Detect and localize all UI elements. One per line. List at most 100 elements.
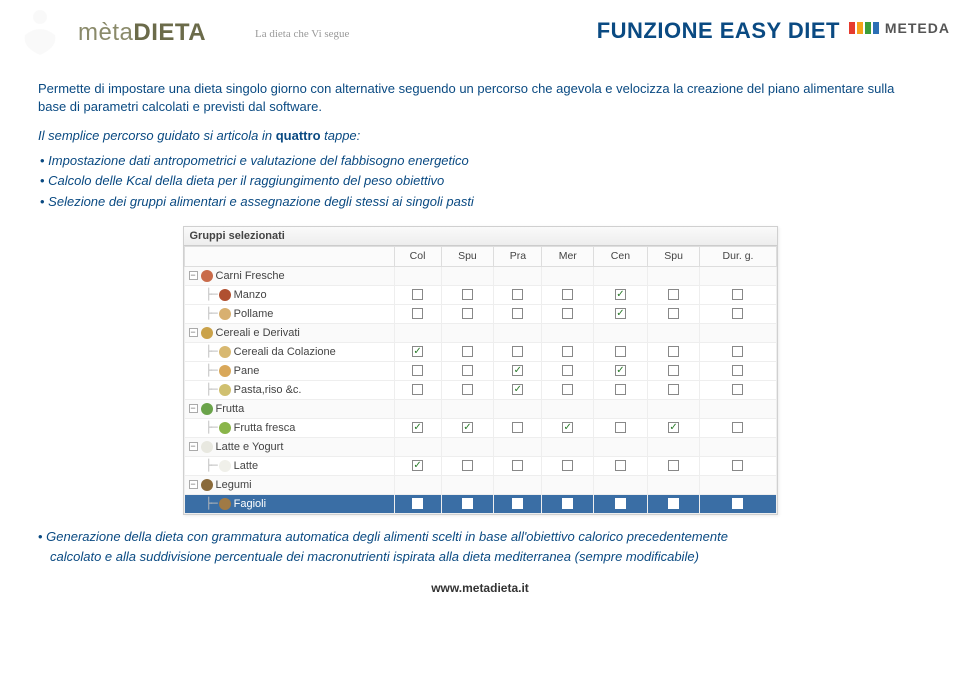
checkbox[interactable]: ✓: [615, 498, 626, 509]
item-row[interactable]: ├─Cereali da Colazione✓: [184, 342, 776, 361]
checkbox[interactable]: ✓: [615, 289, 626, 300]
col-header[interactable]: Spu: [647, 246, 700, 266]
footer-bullet-cont: calcolato e alla suddivisione percentual…: [38, 547, 922, 567]
col-header[interactable]: [184, 246, 394, 266]
checkbox[interactable]: ✓: [512, 365, 523, 376]
checkbox[interactable]: ✓: [412, 422, 423, 433]
checkbox[interactable]: [732, 289, 743, 300]
checkbox[interactable]: [512, 289, 523, 300]
checkbox[interactable]: [412, 384, 423, 395]
checkbox[interactable]: [615, 346, 626, 357]
col-header[interactable]: Mer: [542, 246, 594, 266]
group-row[interactable]: −Cereali e Derivati: [184, 323, 776, 342]
checkbox[interactable]: [562, 346, 573, 357]
content-area: Permette di impostare una dieta singolo …: [0, 70, 960, 515]
checkbox[interactable]: [668, 365, 679, 376]
item-row[interactable]: ├─Fagioli✓: [184, 494, 776, 513]
checkbox[interactable]: [462, 384, 473, 395]
checkbox[interactable]: [668, 308, 679, 319]
checkbox[interactable]: [562, 384, 573, 395]
checkbox[interactable]: [732, 384, 743, 395]
checkbox[interactable]: [615, 422, 626, 433]
tree-connector-icon: ├─: [189, 307, 217, 320]
checkbox[interactable]: [462, 460, 473, 471]
collapse-icon[interactable]: −: [189, 480, 198, 489]
checkbox[interactable]: [562, 365, 573, 376]
square-icon: [857, 22, 863, 34]
checkbox[interactable]: [462, 289, 473, 300]
checkbox[interactable]: [412, 365, 423, 376]
col-header[interactable]: Spu: [441, 246, 494, 266]
checkbox[interactable]: ✓: [412, 346, 423, 357]
item-row[interactable]: ├─Latte✓: [184, 456, 776, 475]
checkbox[interactable]: [668, 498, 679, 509]
checkbox[interactable]: [732, 498, 743, 509]
checkbox[interactable]: [462, 498, 473, 509]
checkbox[interactable]: [462, 346, 473, 357]
checkbox[interactable]: [668, 460, 679, 471]
collapse-icon[interactable]: −: [189, 442, 198, 451]
subintro-bold: quattro: [276, 128, 321, 143]
food-icon: [219, 498, 231, 510]
checkbox[interactable]: [562, 308, 573, 319]
checkbox[interactable]: [462, 365, 473, 376]
col-header[interactable]: Col: [394, 246, 441, 266]
checkbox[interactable]: ✓: [615, 308, 626, 319]
checkbox[interactable]: [668, 289, 679, 300]
checkbox[interactable]: ✓: [668, 422, 679, 433]
checkbox[interactable]: [512, 422, 523, 433]
checkbox[interactable]: [732, 365, 743, 376]
checkbox[interactable]: [512, 308, 523, 319]
tagline: La dieta che Vi segue: [255, 28, 349, 40]
brand-text: mètaDIETA: [78, 19, 206, 47]
col-header[interactable]: Dur. g.: [700, 246, 776, 266]
checkbox[interactable]: [615, 460, 626, 471]
square-icon: [873, 22, 879, 34]
col-header[interactable]: Pra: [494, 246, 542, 266]
checkbox[interactable]: ✓: [512, 384, 523, 395]
checkbox[interactable]: [562, 289, 573, 300]
item-row[interactable]: ├─Pasta,riso &c.✓: [184, 380, 776, 399]
checkbox[interactable]: [462, 308, 473, 319]
checkbox[interactable]: [615, 384, 626, 395]
food-icon: [219, 422, 231, 434]
checkbox[interactable]: ✓: [462, 422, 473, 433]
checkbox[interactable]: [668, 384, 679, 395]
checkbox[interactable]: [512, 346, 523, 357]
food-icon: [201, 403, 213, 415]
collapse-icon[interactable]: −: [189, 271, 198, 280]
item-row[interactable]: ├─Manzo✓: [184, 285, 776, 304]
item-row[interactable]: ├─Pane✓✓: [184, 361, 776, 380]
food-icon: [201, 441, 213, 453]
tree-connector-icon: ├─: [189, 345, 217, 358]
checkbox[interactable]: [412, 289, 423, 300]
checkbox[interactable]: [732, 422, 743, 433]
group-row[interactable]: − Legumi: [184, 475, 776, 494]
checkbox[interactable]: [412, 308, 423, 319]
group-row[interactable]: −Carni Fresche: [184, 266, 776, 285]
checkbox[interactable]: [732, 308, 743, 319]
checkbox[interactable]: ✓: [562, 422, 573, 433]
tree-connector-icon: ├─: [189, 421, 217, 434]
item-row[interactable]: ├─Pollame✓: [184, 304, 776, 323]
checkbox[interactable]: [512, 460, 523, 471]
collapse-icon[interactable]: −: [189, 328, 198, 337]
checkbox[interactable]: [668, 346, 679, 357]
meteda-text: METEDA: [885, 20, 950, 36]
group-row[interactable]: −Frutta: [184, 399, 776, 418]
checkbox[interactable]: [562, 498, 573, 509]
group-label: Legumi: [216, 479, 252, 491]
col-header[interactable]: Cen: [594, 246, 648, 266]
checkbox[interactable]: [732, 346, 743, 357]
checkbox[interactable]: [562, 460, 573, 471]
item-row[interactable]: ├─Frutta fresca✓✓✓✓: [184, 418, 776, 437]
checkbox[interactable]: [412, 498, 423, 509]
checkbox[interactable]: ✓: [615, 365, 626, 376]
group-row[interactable]: −Latte e Yogurt: [184, 437, 776, 456]
checkbox[interactable]: ✓: [412, 460, 423, 471]
brand-left: mèta: [78, 19, 133, 46]
checkbox[interactable]: [732, 460, 743, 471]
checkbox[interactable]: [512, 498, 523, 509]
subintro-text: Il semplice percorso guidato si articola…: [38, 127, 922, 145]
collapse-icon[interactable]: −: [189, 404, 198, 413]
